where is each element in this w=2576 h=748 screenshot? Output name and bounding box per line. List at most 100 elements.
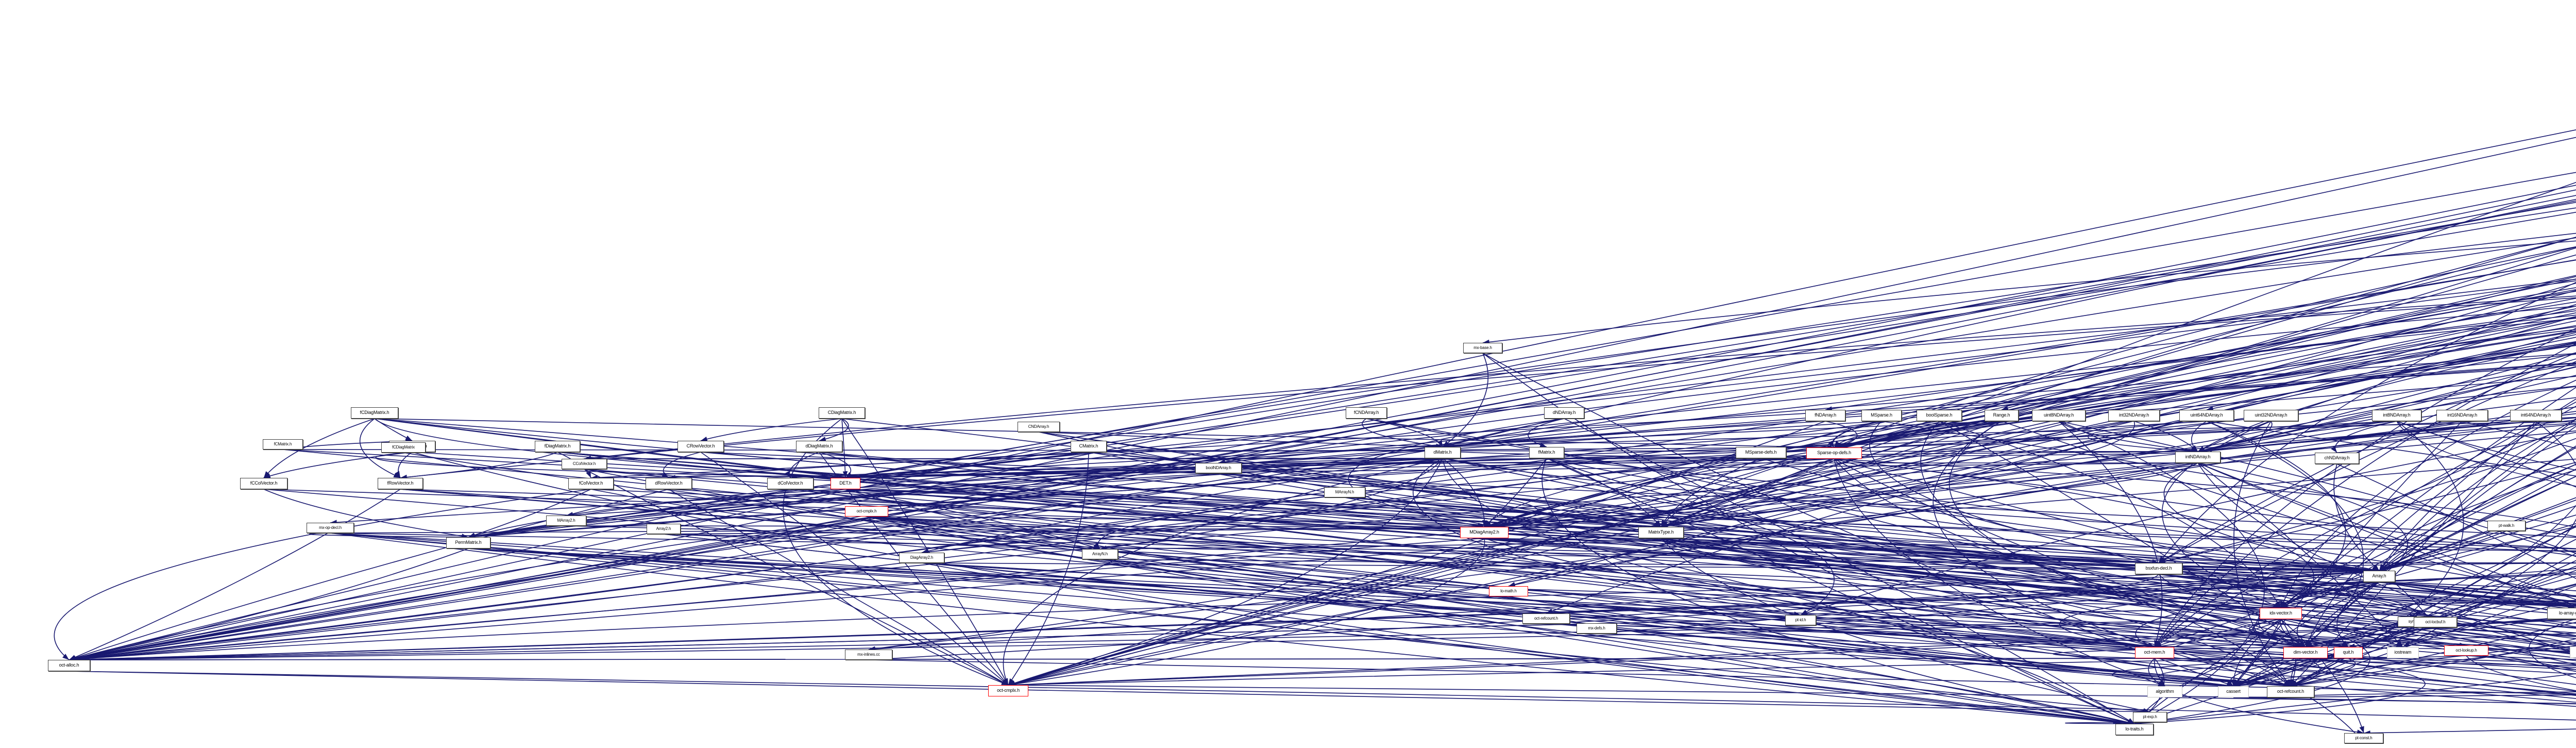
graph-node-CDiagMatrix[interactable]: CDiagMatrix.h (819, 407, 865, 419)
graph-edge (1484, 538, 2576, 552)
graph-edge (1442, 418, 1565, 447)
graph-node-n-top-t[interactable]: pt-id.h (1785, 615, 1816, 625)
graph-node-chNDArray[interactable]: chNDArray.h (2315, 453, 2359, 464)
graph-node-MSparse[interactable]: MSparse.h (1861, 410, 1902, 421)
graph-edge (866, 516, 2281, 610)
graph-edge (1442, 458, 2576, 550)
graph-node-iostream[interactable]: iostream (2570, 646, 2576, 658)
graph-node-fMatrix[interactable]: fMatrix.h (1529, 447, 1564, 458)
graph-edge (1834, 297, 2576, 448)
graph-node-dNDArray[interactable]: dNDArray.h (1544, 407, 1584, 419)
graph-edge (2305, 575, 2576, 648)
graph-node-fCColVector[interactable]: fCColVector.h (240, 478, 287, 489)
graph-edge (1660, 423, 2576, 528)
graph-node-oct-cmplx[interactable]: oct-cmplx.h (988, 685, 1028, 696)
graph-node-n-top-r[interactable]: pt-walk.h (2487, 521, 2526, 531)
graph-node-n-ext-20[interactable]: mx-inlines.cc (845, 650, 892, 660)
graph-node-fRowVector[interactable]: fRowVector.h (378, 478, 423, 489)
graph-node-n-ext-9[interactable]: ArrayN.h (1082, 549, 1118, 559)
graph-node-bsxfun-decl[interactable]: bsxfun-decl.h (2135, 563, 2182, 574)
graph-node-intNDArray[interactable]: intNDArray.h (2175, 452, 2221, 463)
graph-edge (468, 202, 2576, 539)
graph-node-Array[interactable]: Array.h (2363, 571, 2395, 582)
graph-node-n-ext-13[interactable]: fCMatrix.h (263, 439, 303, 450)
graph-node-dRowVector[interactable]: dRowVector.h (646, 478, 692, 489)
graph-node-cassert[interactable]: cassert (2218, 686, 2249, 697)
graph-node-n-top-z[interactable]: oct-lookup.h (2444, 645, 2488, 656)
graph-node-dDiagMatrix[interactable]: dDiagMatrix.h (796, 441, 842, 452)
graph-node-boolSparse[interactable]: boolSparse.h (1917, 410, 1962, 421)
graph-node-n-ext-14[interactable]: fCDiagMatrix (381, 442, 426, 453)
graph-edge (69, 657, 2403, 662)
graph-node-CMatrix[interactable]: CMatrix.h (1071, 441, 1107, 452)
graph-node-uint8NDArray[interactable]: uint8NDArray.h (2032, 410, 2086, 421)
graph-node-MDiagArray2[interactable]: MDiagArray2.h (1460, 527, 1509, 538)
graph-edge (468, 548, 2150, 714)
graph-edge (845, 232, 2576, 479)
graph-node-iostream2[interactable]: iostream (2387, 647, 2419, 658)
graph-node-fCNDArray[interactable]: fCNDArray.h (1346, 407, 1387, 419)
graph-node-fNDArray[interactable]: fNDArray.h (1805, 410, 1845, 421)
graph-node-label: fNDArray.h (1815, 412, 1836, 418)
graph-edge (2402, 552, 2576, 647)
graph-node-quit[interactable]: quit.h (2334, 647, 2363, 658)
graph-edge (2058, 421, 2198, 454)
graph-node-fColVector[interactable]: fColVector.h (568, 478, 614, 489)
graph-node-Range[interactable]: Range.h (1985, 410, 2019, 421)
graph-node-oct-alloc[interactable]: oct-alloc.h (48, 660, 90, 671)
graph-node-int64NDArray[interactable]: int64NDArray.h (2510, 410, 2562, 421)
graph-node-dMatrix[interactable]: dMatrix.h (1425, 447, 1461, 458)
graph-node-n-ext-10[interactable]: DiagArray2.h (899, 553, 944, 563)
graph-node-PermMatrix[interactable]: PermMatrix.h (446, 537, 490, 548)
graph-node-n-ext-17[interactable]: oct-refcount.h (1522, 613, 1570, 624)
graph-node-fDiagMatrix[interactable]: fDiagMatrix.h (535, 441, 580, 452)
graph-edge (2290, 658, 2321, 687)
graph-node-n-ext-3[interactable]: oct-locbuf.h (2414, 617, 2457, 627)
graph-node-int16NDArray[interactable]: int16NDArray.h (2436, 410, 2488, 421)
graph-node-int32NDArray[interactable]: int32NDArray.h (2108, 410, 2160, 421)
graph-node-dim-vector[interactable]: dim-vector.h (2283, 647, 2328, 658)
graph-node-n-ext-16[interactable]: MArray2.h (546, 516, 586, 526)
graph-node-uint64NDArray[interactable]: uint64NDArray.h (2179, 410, 2234, 421)
graph-node-Sparse-op-defs[interactable]: Sparse-op-defs.h (1806, 447, 1862, 459)
graph-edge (1008, 312, 2576, 686)
graph-edge (1099, 559, 2135, 725)
graph-edge (2280, 581, 2380, 608)
graph-node-label: fCDiagMatrix (392, 444, 415, 450)
graph-node-n-ext-19[interactable]: mx-op-decl.h (307, 523, 354, 533)
graph-node-CRowVector[interactable]: CRowVector.h (677, 441, 724, 452)
graph-node-idx-vector[interactable]: idx-vector.h (2260, 608, 2302, 619)
graph-node-n-ext-8[interactable]: Array2.h (647, 524, 681, 534)
graph-edge (69, 129, 2576, 661)
graph-node-n-ext-12[interactable]: CColVector.h (562, 459, 607, 469)
graph-node-algorithm[interactable]: algorithm (2147, 686, 2182, 697)
graph-node-DET[interactable]: DET.h (831, 478, 860, 489)
graph-node-n-ext-5[interactable]: CNDArray.h (1018, 422, 1060, 432)
graph-node-n-ext-18[interactable]: mx-defs.h (1577, 623, 1617, 634)
graph-node-n-ext-6[interactable]: boolNDArray.h (1195, 463, 1242, 473)
graph-node-n-ext-15[interactable]: oct-cmplx.h (845, 506, 888, 517)
graph-node-dColVector[interactable]: dColVector.h (767, 478, 814, 489)
graph-node-n-ext-11[interactable]: lo-math.h (1489, 586, 1528, 596)
graph-node-int8NDArray[interactable]: int8NDArray.h (2372, 410, 2421, 421)
graph-node-oct-mem[interactable]: oct-mem.h (2135, 647, 2174, 658)
graph-edge (1660, 254, 2576, 527)
graph-node-n-ext-2[interactable]: pt-const.h (2344, 733, 2383, 743)
graph-node-fCDiagMatrix[interactable]: fCDiagMatrix.h (351, 407, 398, 419)
graph-edge (2379, 476, 2576, 571)
graph-node-n-ext-1[interactable]: pt-exp.h (2133, 712, 2167, 722)
graph-edge (2379, 447, 2576, 571)
graph-node-n-ext-7[interactable]: MArrayN.h (1324, 487, 1365, 497)
graph-edge (2305, 613, 2576, 649)
graph-node-uint32NDArray[interactable]: uint32NDArray.h (2244, 410, 2298, 421)
graph-edge (2233, 600, 2576, 687)
graph-edge (2197, 386, 2576, 453)
graph-node-MatrixType[interactable]: MatrixType.h (1638, 527, 1684, 538)
graph-node-n-ext-4[interactable]: mx-base.h (1463, 343, 1502, 353)
graph-node-lo-array-gripes[interactable]: lo-array-gripes.h (2547, 608, 2576, 619)
graph-node-oct-refcount[interactable]: oct-refcount.h (2267, 686, 2314, 697)
graph-edge (1834, 331, 2576, 449)
graph-node-lo-traits[interactable]: lo-traits.h (2115, 724, 2154, 735)
graph-edge (1660, 538, 2576, 672)
graph-node-MSparse-defs[interactable]: MSparse-defs.h (1736, 447, 1786, 458)
